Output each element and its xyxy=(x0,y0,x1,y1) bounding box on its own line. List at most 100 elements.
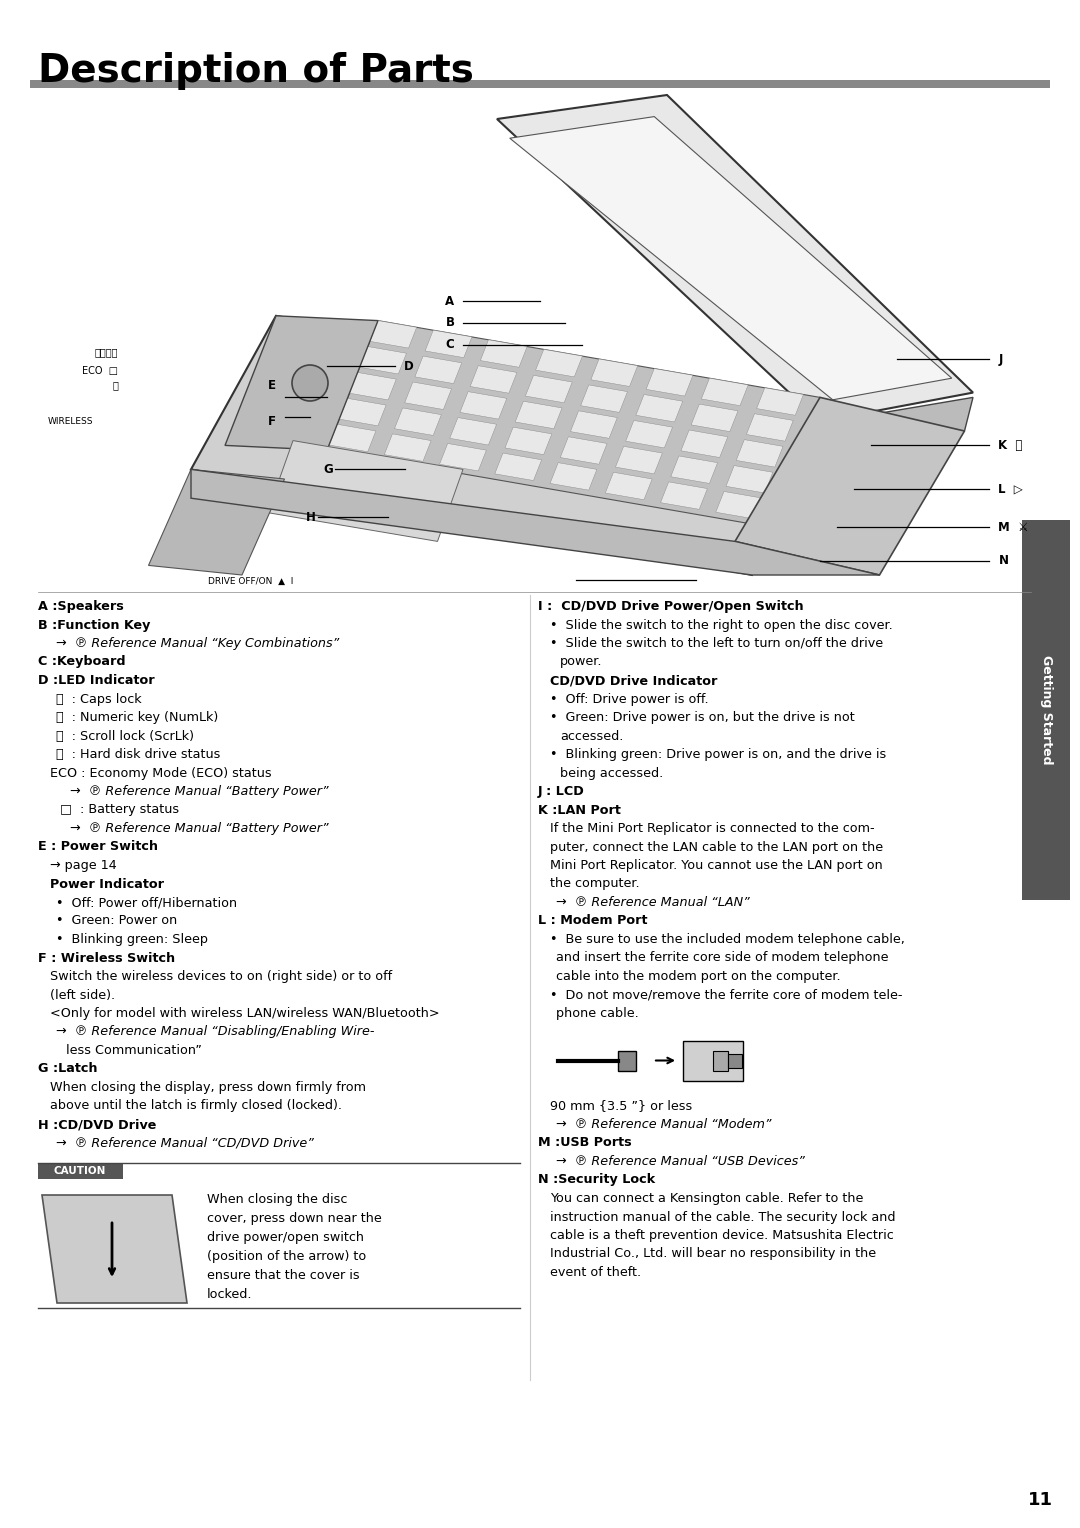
Text: drive power/open switch: drive power/open switch xyxy=(207,1232,364,1244)
FancyBboxPatch shape xyxy=(30,79,1050,89)
Text: →  ℗ Reference Manual “Key Combinations”: → ℗ Reference Manual “Key Combinations” xyxy=(56,637,339,649)
Polygon shape xyxy=(495,454,542,480)
Text: ensure that the cover is: ensure that the cover is xyxy=(207,1268,360,1282)
Text: E: E xyxy=(268,379,276,391)
Text: When closing the disc: When closing the disc xyxy=(207,1193,348,1206)
Text: •  Off: Drive power is off.: • Off: Drive power is off. xyxy=(550,692,708,706)
Polygon shape xyxy=(339,399,386,426)
FancyBboxPatch shape xyxy=(618,1051,636,1071)
Text: Ⓐ  : Caps lock: Ⓐ : Caps lock xyxy=(56,692,141,706)
Text: cover, press down near the: cover, press down near the xyxy=(207,1212,381,1225)
Text: →  ℗ Reference Manual “Battery Power”: → ℗ Reference Manual “Battery Power” xyxy=(70,785,328,798)
Polygon shape xyxy=(225,316,378,451)
Text: M :USB Ports: M :USB Ports xyxy=(538,1137,632,1149)
Text: and insert the ferrite core side of modem telephone: and insert the ferrite core side of mode… xyxy=(556,952,889,964)
Text: (position of the arrow) to: (position of the arrow) to xyxy=(207,1250,366,1264)
Polygon shape xyxy=(510,116,951,400)
Text: DRIVE OFF/ON  ▲  I: DRIVE OFF/ON ▲ I xyxy=(208,578,294,587)
Text: 90 mm {3.5 ”} or less: 90 mm {3.5 ”} or less xyxy=(538,1100,692,1112)
Polygon shape xyxy=(426,330,472,358)
Polygon shape xyxy=(661,481,707,509)
Polygon shape xyxy=(591,359,637,387)
Text: L  ▷: L ▷ xyxy=(999,483,1023,495)
Polygon shape xyxy=(327,321,820,527)
Text: G :Latch: G :Latch xyxy=(38,1062,97,1076)
Text: □  : Battery status: □ : Battery status xyxy=(60,804,179,816)
Text: ⓛ  : Hard disk drive status: ⓛ : Hard disk drive status xyxy=(56,749,220,761)
Text: I :  CD/DVD Drive Power/Open Switch: I : CD/DVD Drive Power/Open Switch xyxy=(538,601,804,613)
Text: →  ℗ Reference Manual “Disabling/Enabling Wire-: → ℗ Reference Manual “Disabling/Enabling… xyxy=(56,1025,375,1039)
Text: → page 14: → page 14 xyxy=(50,859,117,872)
Polygon shape xyxy=(701,379,748,405)
Polygon shape xyxy=(460,391,507,419)
Text: above until the latch is firmly closed (locked).: above until the latch is firmly closed (… xyxy=(50,1100,342,1112)
Text: puter, connect the LAN cable to the LAN port on the: puter, connect the LAN cable to the LAN … xyxy=(550,840,883,854)
Polygon shape xyxy=(384,434,431,461)
Text: the computer.: the computer. xyxy=(550,877,639,891)
Polygon shape xyxy=(681,429,728,457)
Text: ⏻: ⏻ xyxy=(112,380,118,390)
Polygon shape xyxy=(636,394,683,422)
Text: (left side).: (left side). xyxy=(50,989,116,1001)
Text: →  ℗ Reference Manual “LAN”: → ℗ Reference Manual “LAN” xyxy=(556,895,750,909)
Text: ECO  □: ECO □ xyxy=(82,367,118,376)
Polygon shape xyxy=(746,414,793,442)
Text: →  ℗ Reference Manual “Modem”: → ℗ Reference Manual “Modem” xyxy=(556,1118,771,1131)
Text: C: C xyxy=(446,338,455,351)
Polygon shape xyxy=(737,440,783,468)
Text: →  ℗ Reference Manual “USB Devices”: → ℗ Reference Manual “USB Devices” xyxy=(556,1155,805,1167)
Text: Industrial Co., Ltd. will bear no responsibility in the: Industrial Co., Ltd. will bear no respon… xyxy=(550,1247,876,1261)
Polygon shape xyxy=(646,368,693,396)
Text: less Communication”: less Communication” xyxy=(66,1044,202,1057)
Text: A: A xyxy=(445,295,455,309)
Text: K  ⚿: K ⚿ xyxy=(999,439,1023,452)
Text: Ⓢ  : Scroll lock (ScrLk): Ⓢ : Scroll lock (ScrLk) xyxy=(56,729,194,743)
Text: E : Power Switch: E : Power Switch xyxy=(38,840,158,854)
Polygon shape xyxy=(570,411,618,439)
Polygon shape xyxy=(691,403,738,431)
Polygon shape xyxy=(415,356,462,384)
Polygon shape xyxy=(481,339,527,367)
Polygon shape xyxy=(605,472,652,500)
Polygon shape xyxy=(329,425,376,452)
Text: L : Modem Port: L : Modem Port xyxy=(538,914,648,927)
Text: →  ℗ Reference Manual “Battery Power”: → ℗ Reference Manual “Battery Power” xyxy=(70,822,328,834)
Text: C :Keyboard: C :Keyboard xyxy=(38,656,125,669)
Text: phone cable.: phone cable. xyxy=(556,1007,638,1021)
Text: •  Green: Drive power is on, but the drive is not: • Green: Drive power is on, but the driv… xyxy=(550,711,854,724)
Text: CD/DVD Drive Indicator: CD/DVD Drive Indicator xyxy=(550,674,717,688)
Text: locked.: locked. xyxy=(207,1288,253,1300)
Text: •  Blinking green: Drive power is on, and the drive is: • Blinking green: Drive power is on, and… xyxy=(550,749,887,761)
Text: You can connect a Kensington cable. Refer to the: You can connect a Kensington cable. Refe… xyxy=(550,1192,863,1206)
Text: A :Speakers: A :Speakers xyxy=(38,601,124,613)
Text: H :CD/DVD Drive: H :CD/DVD Drive xyxy=(38,1118,157,1131)
Text: CAUTION: CAUTION xyxy=(54,1166,106,1177)
Text: •  Blinking green: Sleep: • Blinking green: Sleep xyxy=(56,934,208,946)
Text: •  Slide the switch to the left to turn on/off the drive: • Slide the switch to the left to turn o… xyxy=(550,637,883,649)
Polygon shape xyxy=(757,388,804,416)
Text: cable into the modem port on the computer.: cable into the modem port on the compute… xyxy=(556,970,840,983)
Text: Ⓣ  : Numeric key (NumLk): Ⓣ : Numeric key (NumLk) xyxy=(56,711,218,724)
FancyBboxPatch shape xyxy=(728,1053,742,1068)
Circle shape xyxy=(292,365,328,400)
Polygon shape xyxy=(268,440,463,541)
Text: accessed.: accessed. xyxy=(561,729,623,743)
Polygon shape xyxy=(581,385,627,413)
Polygon shape xyxy=(795,397,973,460)
Text: B: B xyxy=(446,316,455,330)
Polygon shape xyxy=(405,382,451,410)
Polygon shape xyxy=(449,417,497,445)
Text: •  Do not move/remove the ferrite core of modem tele-: • Do not move/remove the ferrite core of… xyxy=(550,989,903,1001)
Polygon shape xyxy=(350,373,396,400)
Text: WIRELESS: WIRELESS xyxy=(48,417,93,426)
Polygon shape xyxy=(470,365,517,393)
Text: When closing the display, press down firmly from: When closing the display, press down fir… xyxy=(50,1080,366,1094)
Text: M  ⚔: M ⚔ xyxy=(999,521,1029,533)
Polygon shape xyxy=(671,455,717,483)
Polygon shape xyxy=(360,347,406,374)
Polygon shape xyxy=(625,420,673,448)
Polygon shape xyxy=(550,463,597,490)
Text: N :Security Lock: N :Security Lock xyxy=(538,1174,656,1187)
Text: Description of Parts: Description of Parts xyxy=(38,52,474,90)
Text: cable is a theft prevention device. Matsushita Electric: cable is a theft prevention device. Mats… xyxy=(550,1229,894,1242)
